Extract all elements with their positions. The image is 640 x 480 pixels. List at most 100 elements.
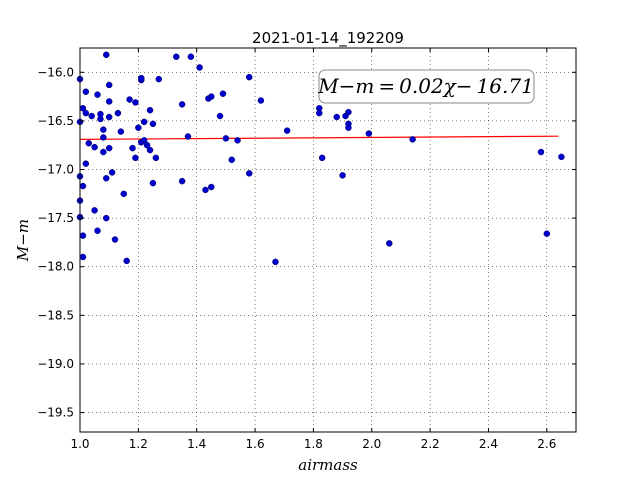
data-point (537, 148, 545, 156)
data-point (558, 153, 565, 161)
x-tick-labels: 1.0 1.2 1.4 1.6 1.8 2.0 2.2 2.4 2.6 (70, 437, 556, 451)
data-point (234, 137, 241, 144)
x-tick-label: 1.0 (70, 437, 89, 451)
data-point (146, 146, 154, 154)
data-point (216, 112, 224, 120)
plot-frame (79, 47, 577, 433)
data-point (152, 154, 160, 162)
x-tick-label: 2.4 (479, 437, 498, 451)
data-point (365, 130, 373, 137)
data-point (103, 175, 110, 182)
data-point (386, 240, 393, 247)
data-point (208, 93, 215, 100)
data-point (120, 190, 128, 198)
data-point (140, 118, 148, 126)
data-point (173, 53, 180, 60)
data-point (117, 128, 125, 135)
fit-equation-text: M−m = 0.02χ− 16.71 (317, 74, 534, 98)
y-tick-label: −18.0 (37, 260, 74, 274)
data-point (88, 112, 95, 120)
data-point (208, 183, 215, 191)
data-point (135, 124, 142, 131)
data-point (149, 179, 157, 187)
data-point (543, 230, 551, 237)
x-axis-label: airmass (298, 456, 358, 474)
y-tick-label: −16.0 (37, 65, 74, 79)
data-point (219, 90, 227, 97)
y-tick-labels: −16.0 −16.5 −17.0 −17.5 −18.0 −18.5 −19.0 −19.5 (37, 65, 74, 419)
data-point (146, 106, 154, 114)
data-point (257, 97, 265, 104)
data-point (79, 253, 87, 261)
data-point (114, 109, 122, 117)
data-point (345, 108, 352, 116)
data-point (222, 135, 230, 142)
x-tick-label: 1.2 (129, 437, 148, 451)
data-point (85, 140, 93, 147)
x-tick-label: 1.8 (304, 437, 323, 451)
data-point (184, 133, 192, 140)
data-point (345, 124, 352, 131)
data-point (105, 81, 113, 89)
y-tick-label: −17.0 (37, 163, 74, 177)
data-point (105, 144, 113, 152)
data-point (409, 136, 416, 143)
data-point (103, 214, 110, 222)
data-point (91, 207, 98, 214)
x-tick-label: 1.4 (187, 437, 206, 451)
axis-ticks (79, 48, 576, 432)
data-point (82, 109, 90, 117)
data-point (103, 51, 110, 59)
y-tick-label: −16.5 (37, 114, 74, 128)
y-axis-label: M−m (14, 219, 32, 262)
annotation-box (318, 69, 535, 104)
data-point (100, 126, 107, 133)
data-point (178, 101, 186, 108)
data-point (196, 64, 203, 71)
data-point (94, 91, 101, 98)
x-tick-label: 1.6 (246, 437, 265, 451)
data-point (202, 186, 209, 194)
data-point (94, 227, 101, 235)
data-point (143, 141, 151, 149)
data-point (228, 156, 235, 164)
data-point (126, 96, 133, 103)
data-point (333, 113, 341, 121)
fit-line-group (79, 135, 559, 140)
x-tick-label: 2.2 (421, 437, 440, 451)
y-tick-label: −19.0 (37, 357, 74, 371)
data-point (155, 75, 163, 83)
data-point (100, 134, 107, 141)
data-point (82, 160, 90, 167)
x-tick-label: 2.6 (537, 437, 556, 451)
data-points (76, 51, 565, 266)
data-point (132, 154, 139, 162)
fit-line (79, 135, 559, 140)
data-point (132, 99, 139, 106)
data-point (79, 232, 87, 239)
data-point (315, 109, 323, 117)
data-point (140, 137, 148, 144)
x-tick-label: 2.0 (362, 437, 381, 451)
chart-title: 2021-01-14_192209 (252, 29, 404, 48)
data-point (272, 258, 279, 266)
data-point (245, 170, 253, 177)
data-point (187, 53, 195, 60)
y-tick-label: −17.5 (37, 211, 74, 225)
y-tick-label: −19.5 (37, 406, 74, 420)
data-point (105, 113, 113, 121)
data-point (318, 154, 326, 162)
data-point (100, 148, 107, 156)
data-point (339, 172, 346, 179)
data-point (91, 143, 98, 151)
data-point (178, 177, 186, 185)
fit-annotation: M−m = 0.02χ− 16.71 (317, 69, 535, 104)
data-point (111, 236, 119, 243)
y-tick-label: −18.5 (37, 308, 74, 322)
data-point (82, 88, 90, 95)
data-point (129, 144, 136, 152)
data-point (79, 182, 87, 190)
data-point (123, 257, 130, 265)
data-point (138, 74, 145, 82)
